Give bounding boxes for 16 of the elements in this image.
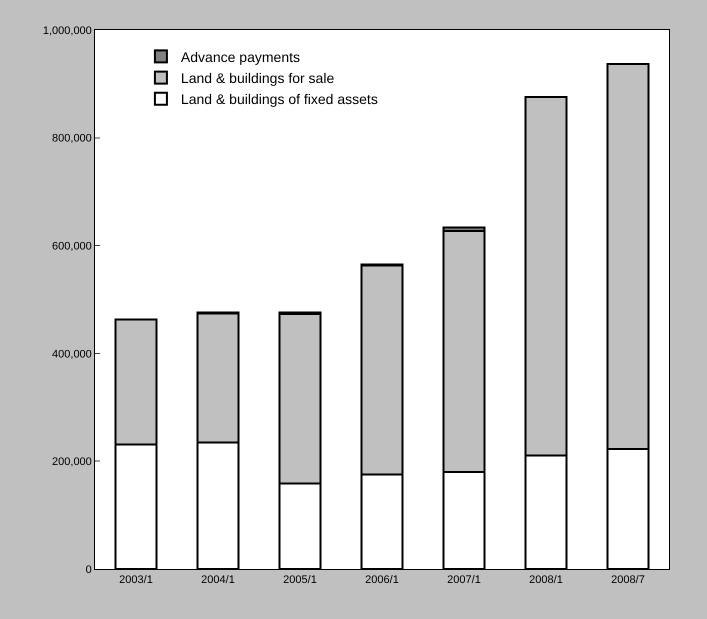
- x-tick-label: 2005/1: [283, 574, 317, 586]
- y-tick-label: 200,000: [52, 456, 92, 468]
- y-tick-label: 0: [86, 564, 92, 576]
- x-tick-label: 2004/1: [201, 574, 235, 586]
- legend-label: Land & buildings of fixed assets: [180, 91, 378, 108]
- legend-label: Land & buildings for sale: [180, 70, 334, 86]
- x-tick-label: 2008/7: [611, 574, 645, 586]
- y-tick-label: 1,000,000: [42, 24, 92, 37]
- y-tick-label: 800,000: [52, 132, 92, 145]
- y-tick-label: 600,000: [52, 240, 92, 252]
- y-tick-label: 400,000: [52, 348, 92, 360]
- legend-label: Advance payments: [180, 48, 300, 65]
- x-tick-label: 2006/1: [365, 574, 399, 586]
- x-tick-label: 2008/1: [529, 574, 563, 586]
- x-tick-label: 2003/1: [119, 574, 153, 586]
- x-tick-label: 2007/1: [447, 574, 481, 586]
